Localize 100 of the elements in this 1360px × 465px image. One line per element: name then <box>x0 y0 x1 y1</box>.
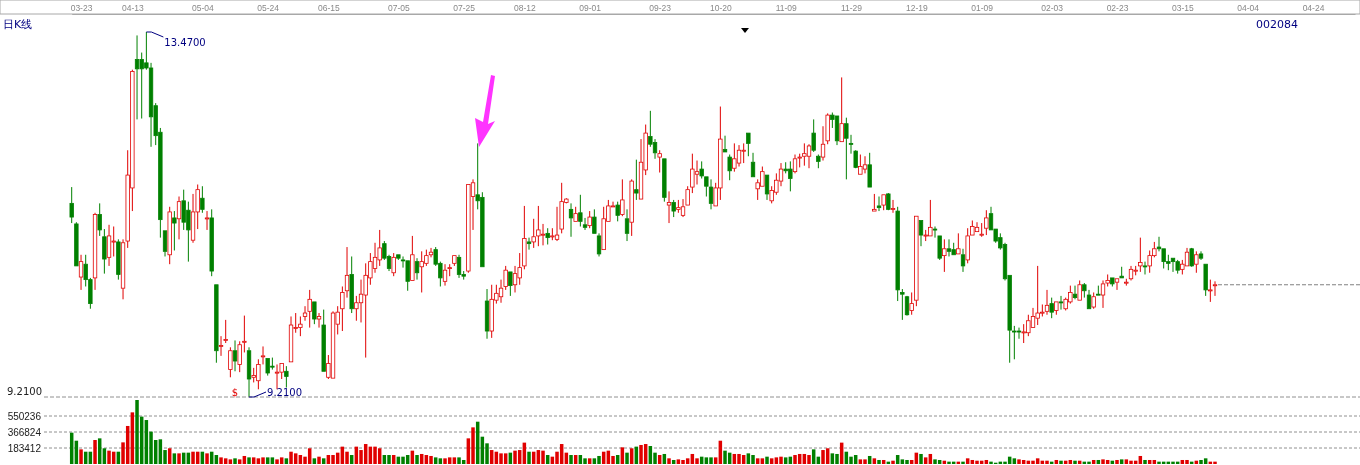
candlestick <box>690 153 695 194</box>
candlestick <box>657 149 662 174</box>
candlestick <box>722 135 728 153</box>
bar <box>755 458 760 464</box>
bar <box>1143 459 1147 464</box>
bar <box>905 459 909 464</box>
bar <box>265 457 270 464</box>
bar <box>793 455 797 464</box>
candlestick <box>708 178 714 210</box>
x-tick-label: 11-09 <box>775 3 798 13</box>
bar <box>1073 460 1077 464</box>
candlestick <box>284 365 289 389</box>
candlestick <box>134 34 140 120</box>
candlestick <box>330 310 336 379</box>
bar <box>737 453 741 464</box>
x-tick-label: 10-20 <box>709 3 732 13</box>
bar <box>317 456 321 464</box>
candlestick <box>111 226 116 257</box>
candlestick <box>162 230 168 257</box>
candlestick <box>746 132 751 157</box>
x-tick-label: 02-23 <box>1106 3 1129 13</box>
bar <box>279 457 284 464</box>
bar <box>452 457 457 464</box>
candlestick <box>242 315 247 353</box>
x-tick-label: 05-04 <box>191 3 214 13</box>
candlestick <box>97 202 102 237</box>
candlestick <box>1128 265 1134 281</box>
bar <box>457 457 461 464</box>
candlestick <box>190 193 196 244</box>
candlestick <box>237 340 242 373</box>
x-tick-label: 03-23 <box>70 3 93 13</box>
candlestick <box>578 194 583 227</box>
candlestick <box>1198 250 1204 261</box>
annotation: 13.4700 <box>164 37 206 48</box>
candlestick <box>288 315 294 363</box>
candlestick <box>1208 279 1213 303</box>
bar <box>373 446 377 464</box>
bar <box>1101 459 1105 464</box>
bar <box>312 458 317 464</box>
bar <box>769 458 774 464</box>
candlestick <box>568 202 574 238</box>
candlestick <box>1077 279 1082 301</box>
candlestick <box>900 288 905 321</box>
bar <box>933 459 937 464</box>
candlestick <box>1212 280 1218 297</box>
candlestick <box>228 346 233 378</box>
bar <box>569 455 573 464</box>
candlestick <box>956 232 961 255</box>
bar <box>345 451 349 464</box>
bar <box>1012 458 1017 464</box>
bar <box>947 461 951 464</box>
candlestick <box>214 284 219 364</box>
candlestick <box>1194 250 1199 274</box>
bar <box>177 453 181 464</box>
bar <box>415 455 419 464</box>
candlestick <box>545 227 550 245</box>
bar <box>135 400 139 464</box>
candlestick <box>750 152 756 178</box>
candlestick <box>1054 301 1059 316</box>
bar <box>1003 461 1007 464</box>
bar <box>587 458 592 464</box>
candlestick <box>106 224 112 267</box>
candlestick <box>811 118 816 153</box>
candlestick <box>620 178 625 217</box>
candlestick <box>839 76 844 143</box>
bar <box>681 459 685 464</box>
candlestick <box>456 254 462 279</box>
candlestick <box>172 210 177 251</box>
candlestick <box>834 115 840 146</box>
bar <box>205 453 209 464</box>
y-tick-label: 550236 <box>7 410 42 422</box>
candlestick <box>508 271 513 297</box>
bar <box>447 457 452 464</box>
candlestick <box>634 159 639 201</box>
bar <box>261 457 265 464</box>
bar <box>1129 460 1133 464</box>
bar <box>821 450 825 464</box>
candlestick <box>410 235 415 281</box>
x-tick-label: 09-01 <box>579 3 602 13</box>
candlestick <box>526 237 532 251</box>
bar <box>228 459 233 464</box>
bar <box>685 458 690 464</box>
bar <box>331 455 335 464</box>
chart-title: 日K线 <box>3 18 33 31</box>
bar <box>872 458 877 464</box>
candlestick <box>694 160 700 186</box>
bar <box>275 459 279 464</box>
candlestick <box>732 142 737 173</box>
x-tick-label: 03-15 <box>1171 3 1194 13</box>
candlestick <box>148 62 154 148</box>
bar <box>597 455 601 464</box>
x-tick-label: 07-05 <box>387 3 410 13</box>
bar <box>233 458 237 464</box>
candlestick <box>232 339 238 372</box>
bar <box>1171 461 1175 464</box>
candlestick <box>918 220 924 247</box>
bar <box>443 458 447 464</box>
bar <box>93 440 97 464</box>
bar <box>433 457 438 464</box>
bar <box>527 451 531 464</box>
